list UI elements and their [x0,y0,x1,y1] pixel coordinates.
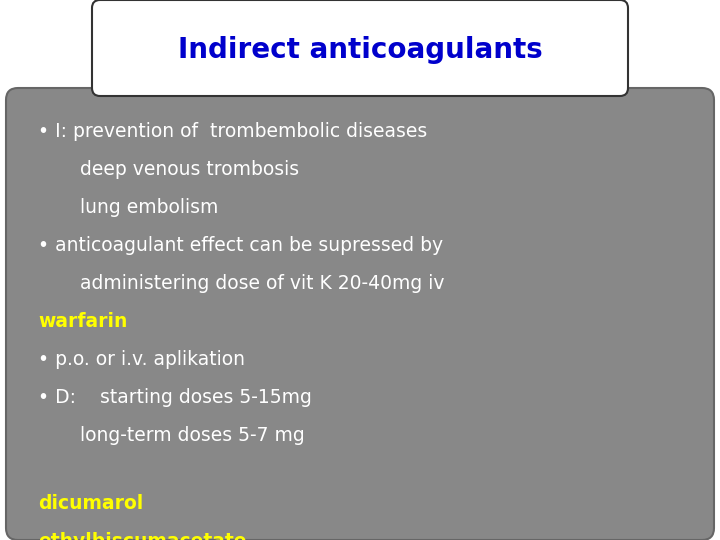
Text: warfarin: warfarin [38,312,127,331]
Text: lung embolism: lung embolism [38,198,218,217]
Text: • p.o. or i.v. aplikation: • p.o. or i.v. aplikation [38,350,245,369]
FancyBboxPatch shape [6,88,714,540]
Text: deep venous trombosis: deep venous trombosis [38,160,299,179]
Text: • anticoagulant effect can be supressed by: • anticoagulant effect can be supressed … [38,236,443,255]
Text: administering dose of vit K 20-40mg iv: administering dose of vit K 20-40mg iv [38,274,444,293]
Text: Indirect anticoagulants: Indirect anticoagulants [178,36,542,64]
FancyBboxPatch shape [92,0,628,96]
Text: ethylbiscumacetate: ethylbiscumacetate [38,532,246,540]
Text: • I: prevention of  trombembolic diseases: • I: prevention of trombembolic diseases [38,122,427,141]
Text: dicumarol: dicumarol [38,495,143,514]
Text: long-term doses 5-7 mg: long-term doses 5-7 mg [38,426,305,445]
Text: • D:    starting doses 5-15mg: • D: starting doses 5-15mg [38,388,312,407]
